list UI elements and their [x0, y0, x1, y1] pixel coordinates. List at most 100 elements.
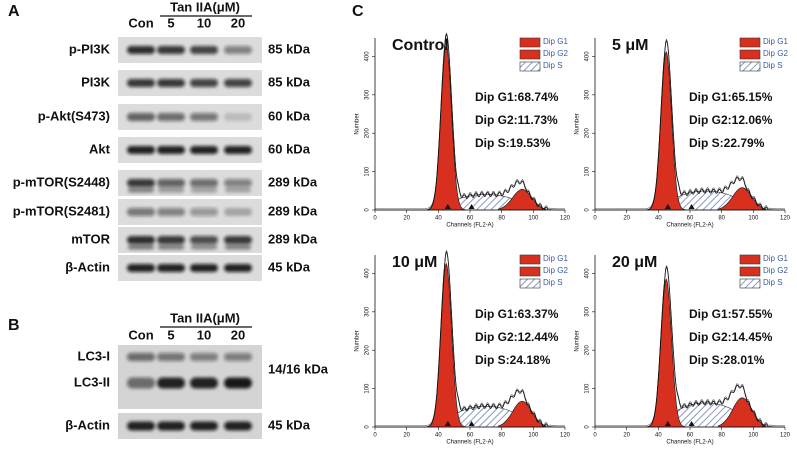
y-tick-label: 400 [585, 268, 591, 279]
histogram-outline [595, 266, 785, 428]
band [224, 46, 252, 54]
stat-label: Dip S:22.79% [689, 136, 765, 150]
band [158, 187, 184, 193]
legend-swatch [739, 61, 761, 72]
y-tick-label: 100 [365, 166, 371, 177]
mw-label: 85 kDa [268, 41, 311, 56]
band [127, 264, 155, 272]
protein-label: LC3-II [74, 374, 110, 389]
x-axis-label: Channels (FL2-A) [446, 223, 493, 229]
marker [664, 421, 671, 426]
histogram-outline [375, 32, 565, 209]
mw-label: 85 kDa [268, 74, 311, 89]
y-tick-label: 300 [365, 306, 371, 317]
band [157, 146, 185, 154]
x-tick-label: 100 [748, 433, 759, 439]
band [157, 377, 185, 389]
x-tick-label: 0 [593, 216, 597, 222]
legend-label: Dip G1 [763, 254, 788, 263]
band [127, 46, 155, 54]
x-tick-label: 40 [435, 433, 442, 439]
band [127, 377, 155, 389]
stat-label: Dip G1:65.15% [689, 90, 773, 104]
y-tick-label: 0 [365, 425, 371, 429]
mw-label: 289 kDa [268, 231, 318, 246]
x-tick-label: 0 [373, 216, 377, 222]
x-tick-label: 80 [718, 433, 725, 439]
y-tick-label: 0 [585, 208, 591, 212]
g1-peak [646, 50, 686, 211]
protein-label: Akt [89, 141, 111, 156]
marker [468, 204, 475, 209]
band [190, 46, 218, 54]
y-tick-label: 400 [365, 268, 371, 279]
y-tick-label: 200 [365, 345, 371, 356]
band [190, 113, 218, 121]
legend-label: Dip G2 [763, 49, 788, 58]
g2-peak [498, 400, 547, 428]
legend-swatch [519, 49, 541, 60]
band [224, 79, 252, 87]
marker [688, 204, 695, 209]
y-axis-label: Number [355, 330, 361, 351]
band [191, 244, 217, 250]
band [127, 236, 155, 244]
histogram-title: Control [392, 37, 449, 54]
band [190, 179, 218, 187]
band [224, 179, 252, 187]
protein-label: mTOR [71, 231, 110, 246]
legend-swatch [739, 37, 761, 48]
g1-peak [646, 278, 686, 428]
x-tick-label: 100 [528, 216, 539, 222]
x-tick-label: 0 [593, 433, 597, 439]
x-tick-label: 40 [655, 433, 662, 439]
protein-label: p-mTOR(S2481) [13, 203, 110, 218]
band [128, 244, 154, 250]
band [190, 264, 218, 272]
x-axis-label: Channels (FL2-A) [446, 440, 493, 446]
stat-label: Dip G1:68.74% [475, 90, 559, 104]
band [224, 236, 252, 244]
g2-peak [718, 187, 767, 211]
lane-label: 5 [167, 15, 174, 30]
panel-label: C [352, 3, 364, 20]
band [157, 179, 185, 187]
band [225, 244, 251, 250]
band [127, 179, 155, 187]
x-axis-label: Channels (FL2-A) [666, 440, 713, 446]
y-tick-label: 0 [365, 208, 371, 212]
y-tick-label: 200 [585, 345, 591, 356]
lane-label: 10 [197, 327, 211, 342]
stat-label: Dip G2:11.73% [475, 113, 558, 127]
stat-label: Dip S:28.01% [689, 353, 765, 367]
stat-label: Dip G2:12.44% [475, 330, 559, 344]
y-tick-label: 400 [365, 51, 371, 62]
x-tick-label: 0 [373, 433, 377, 439]
band [157, 421, 185, 431]
y-tick-label: 100 [585, 383, 591, 394]
y-tick-label: 300 [585, 306, 591, 317]
x-tick-label: 120 [560, 433, 571, 439]
y-axis-label: Number [575, 330, 581, 351]
protein-label: p-PI3K [69, 41, 111, 56]
y-tick-label: 300 [365, 89, 371, 100]
band [190, 236, 218, 244]
legend-label: Dip G2 [543, 266, 568, 275]
x-tick-label: 100 [528, 433, 539, 439]
legend-swatch [519, 61, 541, 72]
x-tick-label: 20 [623, 216, 630, 222]
y-tick-label: 200 [365, 128, 371, 139]
x-tick-label: 120 [780, 433, 791, 439]
band [157, 236, 185, 244]
legend-label: Dip G2 [543, 49, 568, 58]
histogram-outline [595, 38, 785, 209]
legend-swatch [519, 266, 541, 277]
x-tick-label: 60 [467, 216, 474, 222]
band [157, 353, 185, 361]
x-tick-label: 120 [780, 216, 791, 222]
x-tick-label: 80 [498, 216, 505, 222]
band [224, 377, 252, 389]
band [224, 421, 252, 431]
x-tick-label: 60 [687, 433, 694, 439]
lane-label: 20 [231, 15, 245, 30]
